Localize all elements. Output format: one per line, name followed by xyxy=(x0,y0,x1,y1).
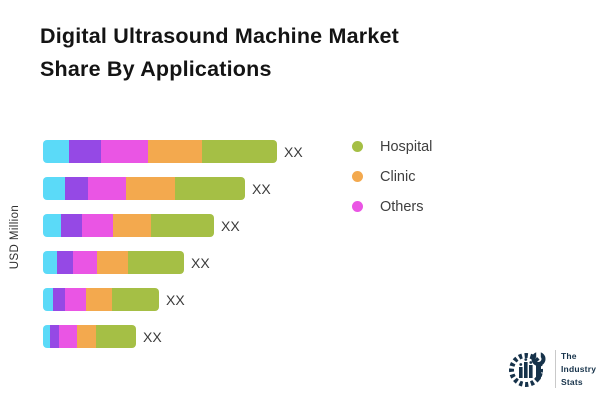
others-legend-dot-icon xyxy=(352,201,363,212)
bar-segment-hospital xyxy=(175,177,245,200)
gear-wrench-icon xyxy=(509,351,546,387)
stacked-bar xyxy=(43,251,184,274)
bar-segment-unlabeled-1 xyxy=(43,177,65,200)
bar-value-label: XX xyxy=(221,217,240,234)
bar-segment-unlabeled-2 xyxy=(57,251,73,274)
bar-value-label: XX xyxy=(284,143,303,160)
legend-item-clinic: Clinic xyxy=(352,166,432,187)
bar-value-label: XX xyxy=(252,180,271,197)
bar-row: XX xyxy=(43,325,303,348)
bar-segment-unlabeled-2 xyxy=(50,325,59,348)
bar-segment-hospital xyxy=(128,251,184,274)
bar-segment-clinic xyxy=(86,288,112,311)
bar-segment-others xyxy=(65,288,86,311)
bar-segment-others xyxy=(82,214,113,237)
bar-segment-clinic xyxy=(126,177,175,200)
legend-label: Others xyxy=(380,198,424,215)
bar-segment-clinic xyxy=(77,325,96,348)
bar-chart-area: XX XX XX XX XX XX xyxy=(43,140,303,348)
chart-title-line1: Digital Ultrasound Machine Market xyxy=(40,24,400,48)
legend-label: Hospital xyxy=(380,138,433,155)
bar-segment-unlabeled-2 xyxy=(61,214,82,237)
bar-segment-others xyxy=(73,251,97,274)
logo-text-line2: Industry xyxy=(561,363,597,374)
legend-item-hospital: Hospital xyxy=(352,136,432,157)
legend-label: Clinic xyxy=(380,168,416,185)
chart-title-line2: Share By Applications xyxy=(40,57,272,81)
bar-segment-hospital xyxy=(112,288,159,311)
bar-segment-others xyxy=(59,325,77,348)
bar-segment-clinic xyxy=(113,214,151,237)
stacked-bar xyxy=(43,325,136,348)
clinic-legend-dot-icon xyxy=(352,171,363,182)
stacked-bar xyxy=(43,288,159,311)
bar-segment-others xyxy=(101,140,148,163)
stacked-bar xyxy=(43,140,277,163)
stacked-bar xyxy=(43,177,245,200)
chart-title: Digital Ultrasound Machine Market Share B… xyxy=(40,20,520,86)
logo-divider xyxy=(555,350,556,388)
bar-segment-unlabeled-1 xyxy=(43,140,69,163)
hospital-legend-dot-icon xyxy=(352,141,363,152)
brand-logo: The Industry Stats xyxy=(506,346,596,392)
logo-text-line3: Stats xyxy=(561,376,583,387)
bar-segment-hospital xyxy=(96,325,136,348)
bar-row: XX xyxy=(43,177,303,200)
bar-row: XX xyxy=(43,288,303,311)
bar-segment-unlabeled-2 xyxy=(69,140,101,163)
bar-segment-unlabeled-1 xyxy=(43,288,53,311)
bar-row: XX xyxy=(43,214,303,237)
bar-segment-unlabeled-1 xyxy=(43,325,50,348)
bar-segment-clinic xyxy=(97,251,128,274)
bar-value-label: XX xyxy=(191,254,210,271)
bar-row: XX xyxy=(43,140,303,163)
bar-segment-others xyxy=(88,177,126,200)
bar-row: XX xyxy=(43,251,303,274)
logo-text-line1: The xyxy=(561,350,577,361)
bar-segment-hospital xyxy=(202,140,277,163)
bar-segment-unlabeled-1 xyxy=(43,214,61,237)
bar-segment-hospital xyxy=(151,214,214,237)
bar-value-label: XX xyxy=(166,291,185,308)
legend: Hospital Clinic Others xyxy=(352,136,432,217)
bar-segment-clinic xyxy=(148,140,202,163)
bar-segment-unlabeled-1 xyxy=(43,251,57,274)
stacked-bar xyxy=(43,214,214,237)
logo-text: The Industry Stats xyxy=(561,350,596,389)
bar-segment-unlabeled-2 xyxy=(65,177,88,200)
bar-value-label: XX xyxy=(143,328,162,345)
bar-segment-unlabeled-2 xyxy=(53,288,65,311)
legend-item-others: Others xyxy=(352,196,432,217)
y-axis-label: USD Million xyxy=(9,204,21,270)
